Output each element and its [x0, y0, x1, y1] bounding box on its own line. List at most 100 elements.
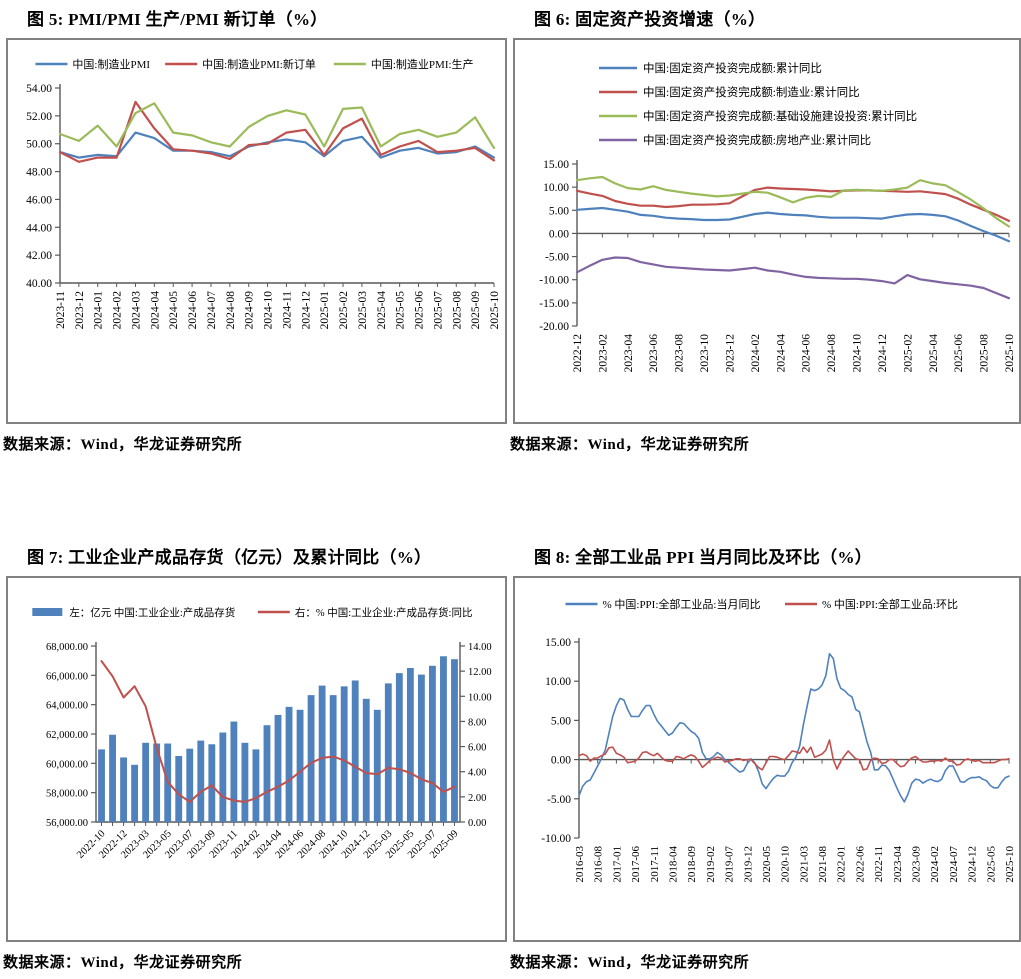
y-tick-label: 5.00 — [551, 715, 571, 727]
x-tick-label: 2023-04 — [623, 334, 635, 373]
x-tick-label: 2025-06 — [953, 334, 965, 373]
bar — [252, 749, 260, 822]
bar — [120, 757, 127, 822]
bar — [340, 686, 348, 822]
y-tick-label: 66,000.00 — [46, 671, 88, 682]
x-axis — [59, 282, 495, 287]
x-tick-label: 2024-12 — [967, 846, 979, 883]
y-tick-label: 15.00 — [543, 159, 569, 171]
legend: 左：亿元 中国:工业企业:产成品存货 右：% 中国:工业企业:产成品存货:同比 — [32, 606, 472, 619]
y-tick-label: 10.00 — [543, 182, 569, 194]
x-tick-label: 2025-09 — [470, 291, 482, 330]
x-tick-labels: 2022-102022-122023-032023-052023-072023-… — [75, 828, 460, 861]
x-tick-label: 2023-10 — [699, 334, 711, 373]
bar — [373, 709, 381, 822]
bar — [395, 673, 403, 822]
x-tick-label: 2019-12 — [742, 846, 754, 883]
x-tick-label: 2025-02 — [338, 291, 350, 330]
x-tick-label: 2024-08 — [225, 291, 237, 330]
figure-5-chart-canvas: 54.00 52.00 50.00 48.00 46.00 44.00 42.00 40.00… — [26, 57, 501, 330]
y-tick-label: 44.00 — [26, 222, 52, 234]
x-tick-label: 2024-01 — [93, 291, 105, 330]
x-tick-label: 2025-01 — [319, 291, 331, 330]
y-tick-label: 10.00 — [545, 676, 571, 688]
series-line-1 — [58, 100, 496, 163]
legend-label: 中国:制造业PMI — [72, 57, 150, 71]
bar — [98, 749, 105, 822]
series-line-1 — [575, 186, 1011, 222]
figure-5-title: 图 5: PMI/PMI 生产/PMI 新订单（%） — [27, 10, 328, 29]
x-tick-label: 2017-06 — [630, 846, 642, 883]
figure-8-panel: 图 8: 全部工业品 PPI 当月同比及环比（%） 15.00 10.00 5.00… — [507, 538, 1021, 972]
x-tick-label: 2025-04 — [376, 291, 388, 330]
y2-tick-label: 4.00 — [468, 768, 486, 779]
x-tick-label: 2024-07 — [206, 291, 218, 330]
figure-7-title: 图 7: 工业企业产成品存货（亿元）及累计同比（%） — [27, 548, 432, 567]
bar — [131, 764, 139, 822]
y-axis: 15.00 10.00 5.00 0.00 -5.00 -10.00 — [541, 637, 580, 845]
legend: 中国:制造业PMI 中国:制造业PMI:新订单 中国:制造业PMI:生产 — [35, 57, 474, 71]
series-line-1 — [100, 660, 456, 803]
bar — [208, 744, 216, 822]
x-tick-label: 2022-12 — [572, 334, 584, 373]
y-tick-label: 64,000.00 — [46, 701, 88, 712]
bar — [451, 659, 458, 822]
series-line-2 — [575, 175, 1011, 228]
legend-label: 右：% 中国:工业企业:产成品存货:同比 — [295, 606, 473, 619]
bar — [429, 665, 436, 822]
bar — [186, 748, 194, 822]
legend-label: 左：亿元 中国:工业企业:产成品存货 — [69, 606, 235, 619]
x-tick-label: 2025-04 — [928, 334, 940, 373]
y-tick-label: 0.00 — [549, 228, 569, 240]
y-tick-label: -5.00 — [545, 252, 569, 264]
x-tick-label: 2024-04 — [775, 334, 787, 373]
x-tick-label: 2024-05 — [168, 291, 180, 330]
y-tick-label: 60,000.00 — [46, 759, 88, 770]
bar — [384, 683, 392, 822]
x-tick-label: 2022-01 — [836, 846, 848, 883]
legend-label: 中国:固定资产投资完成额:基础设施建设投资:累计同比 — [643, 109, 917, 123]
x-tick-label: 2025-05 — [985, 846, 997, 883]
x-tick-label: 2024-02 — [112, 291, 124, 330]
x-tick-label: 2016-03 — [574, 846, 586, 883]
x-tick-label: 2024-07 — [948, 846, 960, 883]
x-tick-label: 2025-03 — [357, 291, 369, 330]
y-tick-label: 15.00 — [545, 637, 571, 649]
figure-7-source: 数据来源：Wind，华龙证券研究所 — [3, 955, 243, 971]
y-tick-label: 40.00 — [26, 278, 52, 290]
series-line-3 — [575, 256, 1011, 300]
x-tick-label: 2023-11 — [55, 291, 67, 329]
legend-label: 中国:制造业PMI:新订单 — [202, 57, 316, 71]
x-tick-label: 2020-05 — [761, 846, 773, 883]
x-tick-label: 2019-07 — [724, 846, 736, 883]
figure-8-title: 图 8: 全部工业品 PPI 当月同比及环比（%） — [534, 548, 873, 567]
x-tick-label: 2017-11 — [649, 846, 661, 882]
x-tick-label: 2024-08 — [826, 334, 838, 373]
x-tick-label: 2023-09 — [911, 846, 923, 883]
bar — [417, 674, 425, 822]
y-tick-label: -20.00 — [539, 321, 569, 333]
bar — [440, 656, 447, 822]
x-tick-label: 2021-03 — [798, 846, 810, 883]
bar — [142, 742, 150, 822]
x-tick-label: 2020-10 — [780, 846, 792, 883]
bar — [241, 742, 249, 822]
x-tick-label: 2018-04 — [667, 846, 679, 883]
y-tick-label: 46.00 — [26, 194, 52, 206]
y-tick-label: 54.00 — [26, 83, 52, 95]
figure-5-source: 数据来源：Wind，华龙证券研究所 — [3, 437, 243, 453]
y-tick-label: -5.00 — [547, 794, 571, 806]
y-axis: 54.00 52.00 50.00 48.00 46.00 44.00 42.00 40.00 — [26, 83, 61, 290]
x-tick-label: 2023-04 — [892, 846, 904, 883]
x-tick-label: 2024-06 — [187, 291, 199, 330]
x-tick-label: 2019-02 — [705, 846, 717, 883]
figure-6-panel: 图 6: 固定资产投资增速（%） 15.00 10.00 5.00 0.00 -5.00… — [507, 0, 1021, 454]
series-line-0 — [58, 131, 496, 159]
figure-6-title: 图 6: 固定资产投资增速（%） — [534, 10, 766, 29]
x-tick-labels: 2022-12 2023-02 2023-04 2023-06 2023-08 2023-… — [572, 334, 1016, 373]
y-tick-label: 58,000.00 — [46, 789, 88, 800]
x-tick-label: 2025-06 — [414, 291, 426, 330]
bar — [285, 706, 293, 822]
y-tick-label: 56,000.00 — [46, 818, 88, 829]
